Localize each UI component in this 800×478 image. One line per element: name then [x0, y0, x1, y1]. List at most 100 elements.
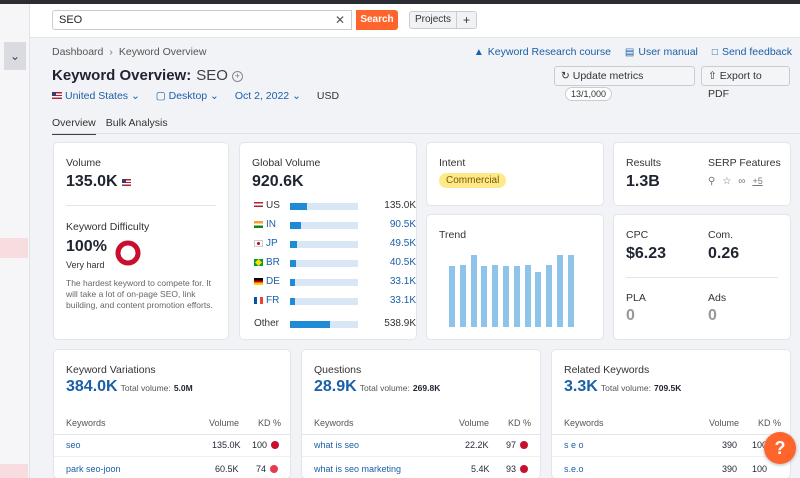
- trend-bar: [557, 255, 563, 327]
- search-button[interactable]: Search: [356, 10, 398, 30]
- kd-level: Very hard: [66, 260, 105, 270]
- pla-label: PLA: [626, 292, 646, 304]
- question-keyword-link[interactable]: what is seo: [314, 440, 360, 450]
- question-volume: 5.4K: [471, 464, 490, 474]
- question-volume: 22.2K: [465, 440, 489, 450]
- ads-value: 0: [708, 307, 717, 324]
- trend-bar: [524, 265, 531, 327]
- export-pdf-button[interactable]: ⇧ Export to PDF: [701, 66, 790, 100]
- keyword-variations-card: Keyword Variations 384.0K Total volume: …: [54, 350, 290, 478]
- breadcrumb: Dashboard › Keyword Overview: [52, 46, 206, 58]
- question-kd: 97: [506, 440, 529, 454]
- results-value: 1.3B: [626, 173, 660, 190]
- kd-dot-icon: [520, 465, 529, 473]
- trend-chart: [447, 251, 587, 327]
- country-select[interactable]: United States ⌄: [52, 90, 140, 102]
- de-flag-icon: [254, 278, 263, 285]
- breadcrumb-dashboard[interactable]: Dashboard: [52, 46, 104, 58]
- tab-bar: Overview Bulk Analysis: [52, 117, 168, 135]
- related-keywords-card: Related Keywords 3.3K Total volume: 709.…: [552, 350, 790, 478]
- country-row-fr[interactable]: FR 33.1K: [254, 295, 416, 309]
- chat-icon: □: [711, 47, 718, 58]
- breadcrumb-current: Keyword Overview: [118, 46, 207, 58]
- jp-flag-icon: [254, 240, 263, 247]
- related-keyword-link[interactable]: s e o: [564, 440, 584, 450]
- projects-button[interactable]: Projects: [409, 11, 457, 29]
- questions-value[interactable]: 28.9K: [314, 378, 357, 395]
- kd-label: Keyword Difficulty: [66, 221, 150, 233]
- update-count-badge: 13/1,000: [565, 87, 613, 101]
- variations-value-row: 384.0K Total volume: 5.0M: [66, 378, 193, 395]
- trend-bar: [459, 265, 466, 327]
- serp-features-label: SERP Features: [708, 157, 781, 169]
- country-row-in[interactable]: IN 90.5K: [254, 219, 416, 233]
- related-keyword-link[interactable]: s.e.o: [564, 464, 584, 474]
- filters-bar: United States ⌄ ▢ Desktop ⌄ Oct 2, 2022 …: [52, 90, 339, 102]
- us-flag-icon: [122, 179, 132, 186]
- clear-search-icon[interactable]: ✕: [334, 13, 345, 27]
- trend-bar: [513, 266, 520, 327]
- currency-label: USD: [316, 90, 340, 102]
- help-button[interactable]: ?: [764, 432, 796, 464]
- tab-divider: [52, 133, 800, 134]
- top-strip: [0, 0, 800, 4]
- trend-bar: [567, 255, 574, 327]
- question-kd: 93: [506, 464, 529, 478]
- export-icon: ⇧: [708, 70, 717, 82]
- kd-description: The hardest keyword to compete for. It w…: [66, 278, 213, 310]
- add-project-button[interactable]: +: [457, 11, 477, 29]
- date-select[interactable]: Oct 2, 2022 ⌄: [234, 90, 301, 102]
- feedback-link[interactable]: □ Send feedback: [711, 46, 792, 58]
- device-select[interactable]: ▢ Desktop ⌄: [155, 90, 219, 102]
- questions-label: Questions: [314, 364, 362, 376]
- volume-difficulty-card: Volume 135.0K Keyword Difficulty 100% Ve…: [54, 143, 228, 339]
- update-metrics-button[interactable]: ↻ Update metrics13/1,000: [554, 66, 695, 101]
- trend-bar: [470, 255, 477, 327]
- trend-bar: [492, 265, 499, 327]
- volume-label: Volume: [66, 157, 102, 169]
- variation-keyword-link[interactable]: seo: [66, 440, 81, 450]
- country-share-bar: [290, 298, 295, 305]
- title-keyword: SEO: [196, 67, 228, 84]
- question-keyword-link[interactable]: what is seo marketing: [314, 464, 402, 474]
- fr-flag-icon: [254, 297, 263, 304]
- add-keyword-icon[interactable]: +: [231, 71, 243, 82]
- variations-label: Keyword Variations: [66, 364, 156, 376]
- related-value-row: 3.3K Total volume: 709.5K: [564, 378, 682, 395]
- country-share-bar: [290, 241, 297, 248]
- kd-dot-icon: [270, 465, 279, 473]
- global-volume-card: Global Volume 920.6K US 135.0K IN 90.5K JP…: [240, 143, 416, 339]
- search-input[interactable]: [53, 11, 313, 29]
- tab-bulk-analysis[interactable]: Bulk Analysis: [105, 117, 168, 129]
- com-label: Com.: [708, 229, 734, 241]
- country-row-us[interactable]: US 135.0K: [254, 200, 416, 214]
- trend-bar: [503, 266, 509, 327]
- trend-card: Trend: [427, 215, 603, 339]
- trend-label: Trend: [439, 229, 467, 241]
- kd-value: 100%: [66, 238, 107, 255]
- country-row-jp[interactable]: JP 49.5K: [254, 238, 416, 252]
- course-link[interactable]: ▲ Keyword Research course: [473, 46, 611, 58]
- divider: [626, 277, 778, 278]
- related-value[interactable]: 3.3K: [564, 378, 598, 395]
- user-manual-link[interactable]: ▤ User manual: [624, 46, 698, 58]
- ads-label: Ads: [708, 292, 727, 304]
- related-label: Related Keywords: [564, 364, 650, 376]
- us-flag-icon: [52, 92, 62, 99]
- cpc-value: $6.23: [626, 245, 667, 262]
- sidebar-toggle-chevron-icon[interactable]: ⌄: [4, 42, 26, 70]
- country-row-br[interactable]: BR 40.5K: [254, 257, 416, 271]
- serp-more-link[interactable]: +5: [752, 176, 763, 186]
- global-volume-label: Global Volume: [252, 157, 321, 169]
- tab-overview[interactable]: Overview: [52, 117, 96, 135]
- trend-bar: [481, 266, 488, 327]
- search-box: ✕: [52, 10, 352, 30]
- breadcrumb-chevron-icon: ›: [109, 46, 113, 58]
- star-icon: ☆: [722, 176, 732, 187]
- top-header: ✕ Search Projects +: [30, 4, 800, 38]
- variations-value[interactable]: 384.0K: [66, 378, 118, 395]
- country-row-de[interactable]: DE 33.1K: [254, 276, 416, 290]
- us-flag-icon: [254, 202, 263, 209]
- variation-volume: 60.5K: [215, 464, 239, 474]
- variation-keyword-link[interactable]: park seo-joon: [66, 464, 121, 474]
